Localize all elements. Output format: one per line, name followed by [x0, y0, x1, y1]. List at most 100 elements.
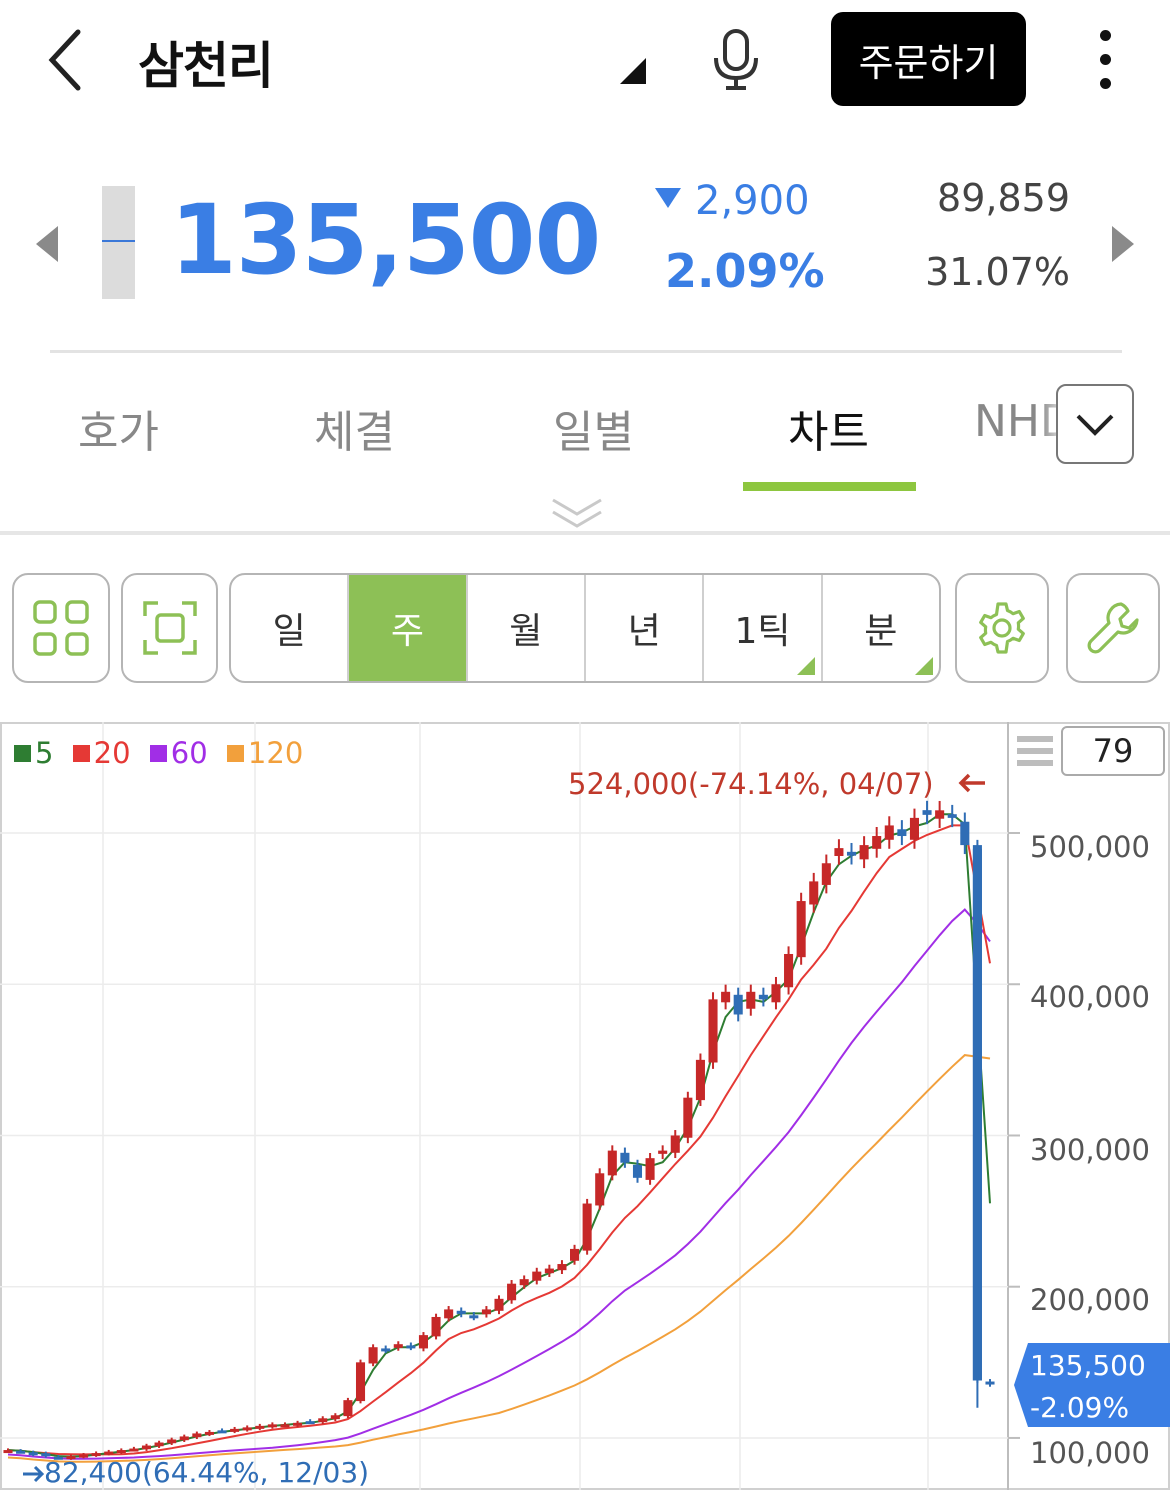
high-annotation: 524,000(-74.14%, 04/07)	[568, 767, 987, 801]
candle-body	[570, 1248, 580, 1261]
candle-body	[519, 1279, 529, 1286]
candle-body	[167, 1439, 177, 1444]
candle-body	[91, 1453, 101, 1457]
prev-stock-icon[interactable]	[36, 226, 58, 262]
high-annotation-text: 524,000(-74.14%, 04/07)	[568, 767, 934, 801]
back-icon[interactable]	[40, 28, 90, 92]
y-tick-label: 100,000	[1030, 1436, 1150, 1470]
candle-body	[79, 1454, 89, 1458]
candle-body	[985, 1381, 995, 1385]
period-week[interactable]: 주	[349, 575, 468, 681]
volume-ratio: 31.07%	[925, 250, 1070, 294]
ma20-line	[7, 824, 991, 1456]
chart-menu-icon[interactable]	[1017, 736, 1053, 772]
period-day[interactable]: 일	[231, 575, 350, 681]
candle-body	[28, 1452, 38, 1456]
candle-body	[620, 1152, 630, 1163]
candle-body	[280, 1424, 290, 1428]
period-minute[interactable]: 분	[823, 575, 939, 681]
candle-body	[632, 1164, 643, 1178]
legend-ma60: 60	[149, 736, 208, 770]
price-change: 2,900	[655, 178, 810, 224]
price-chart[interactable]	[0, 722, 1170, 1490]
candle-body	[935, 810, 945, 819]
candle-body	[859, 845, 869, 860]
candle-body	[846, 851, 857, 856]
tab-orderbook[interactable]: 호가	[78, 407, 159, 458]
tools-button[interactable]	[1066, 573, 1160, 683]
current-price: 135,500	[170, 184, 601, 296]
candle-body	[595, 1173, 605, 1206]
candle-body	[645, 1158, 655, 1180]
candle-body	[746, 991, 756, 1009]
legend-ma5: 5	[14, 736, 53, 770]
chevron-down-icon	[1076, 414, 1114, 436]
ma60-line	[7, 908, 991, 1460]
zoom-count[interactable]: 79	[1061, 726, 1165, 776]
settings-button[interactable]	[955, 573, 1049, 683]
candle-body	[330, 1415, 340, 1420]
change-value: 2,900	[695, 178, 810, 224]
candle-body	[154, 1442, 164, 1447]
candle-body	[960, 821, 970, 846]
candle-body	[809, 881, 819, 905]
arrow-right-icon	[23, 1465, 45, 1483]
next-stock-icon[interactable]	[1112, 226, 1134, 262]
tab-daily[interactable]: 일별	[553, 407, 634, 458]
candle-body	[469, 1315, 479, 1319]
mini-candle-icon	[102, 186, 135, 299]
candle-body	[771, 984, 781, 1003]
current-price-tag: 135,500 -2.09%	[1014, 1343, 1170, 1427]
layout-grid-button[interactable]	[12, 573, 110, 683]
grid-icon	[33, 600, 89, 656]
candle-body	[708, 999, 718, 1063]
legend-ma120: 120	[226, 736, 303, 770]
tab-chart[interactable]: 차트	[788, 407, 869, 458]
candle-body	[784, 953, 794, 988]
chart-legend: 5 20 60 120	[14, 736, 313, 770]
candle-body	[695, 1059, 705, 1101]
tab-trades[interactable]: 체결	[314, 407, 395, 458]
candle-body	[922, 810, 932, 815]
candle-body	[104, 1451, 114, 1455]
low-annotation-text: 82,400(64.44%, 12/03)	[44, 1456, 370, 1489]
period-tick[interactable]: 1틱	[704, 575, 823, 681]
stock-menu-icon[interactable]	[620, 58, 646, 84]
candle-body	[721, 991, 731, 1003]
order-button[interactable]: 주문하기	[831, 12, 1026, 106]
price-tag-shape	[1014, 1343, 1170, 1427]
candle-body	[444, 1309, 454, 1319]
down-arrow-icon	[655, 188, 681, 208]
candle-body	[481, 1309, 491, 1315]
candle-body	[204, 1431, 214, 1435]
candle-body	[141, 1445, 152, 1450]
stock-name[interactable]: 삼천리	[138, 37, 274, 95]
chart-frame	[0, 722, 1170, 1490]
candle-body	[66, 1456, 76, 1460]
candle-body	[381, 1348, 391, 1352]
expand-chevron-icon[interactable]	[550, 496, 604, 530]
candle-body	[355, 1362, 366, 1402]
candle-body	[947, 814, 957, 818]
candle-body	[431, 1316, 441, 1337]
microphone-icon[interactable]	[708, 28, 764, 92]
candle-body	[733, 994, 743, 1015]
candle-body	[909, 817, 919, 840]
more-icon[interactable]	[1090, 30, 1120, 90]
divider	[50, 350, 1122, 353]
candle-body	[41, 1453, 51, 1457]
candle-body	[406, 1345, 416, 1349]
candle-body	[683, 1097, 693, 1138]
tag-percent: -2.09%	[1030, 1391, 1130, 1424]
fullscreen-button[interactable]	[121, 573, 218, 683]
candle-body	[230, 1428, 240, 1432]
candle-body	[192, 1433, 202, 1438]
period-month[interactable]: 월	[468, 575, 586, 681]
candle-body	[456, 1310, 466, 1314]
y-tick-label: 300,000	[1030, 1133, 1150, 1167]
period-year[interactable]: 년	[586, 575, 705, 681]
candle-body	[494, 1298, 504, 1311]
tab-more-button[interactable]	[1056, 384, 1134, 464]
candle-body	[129, 1448, 139, 1452]
candle-body	[507, 1283, 517, 1301]
